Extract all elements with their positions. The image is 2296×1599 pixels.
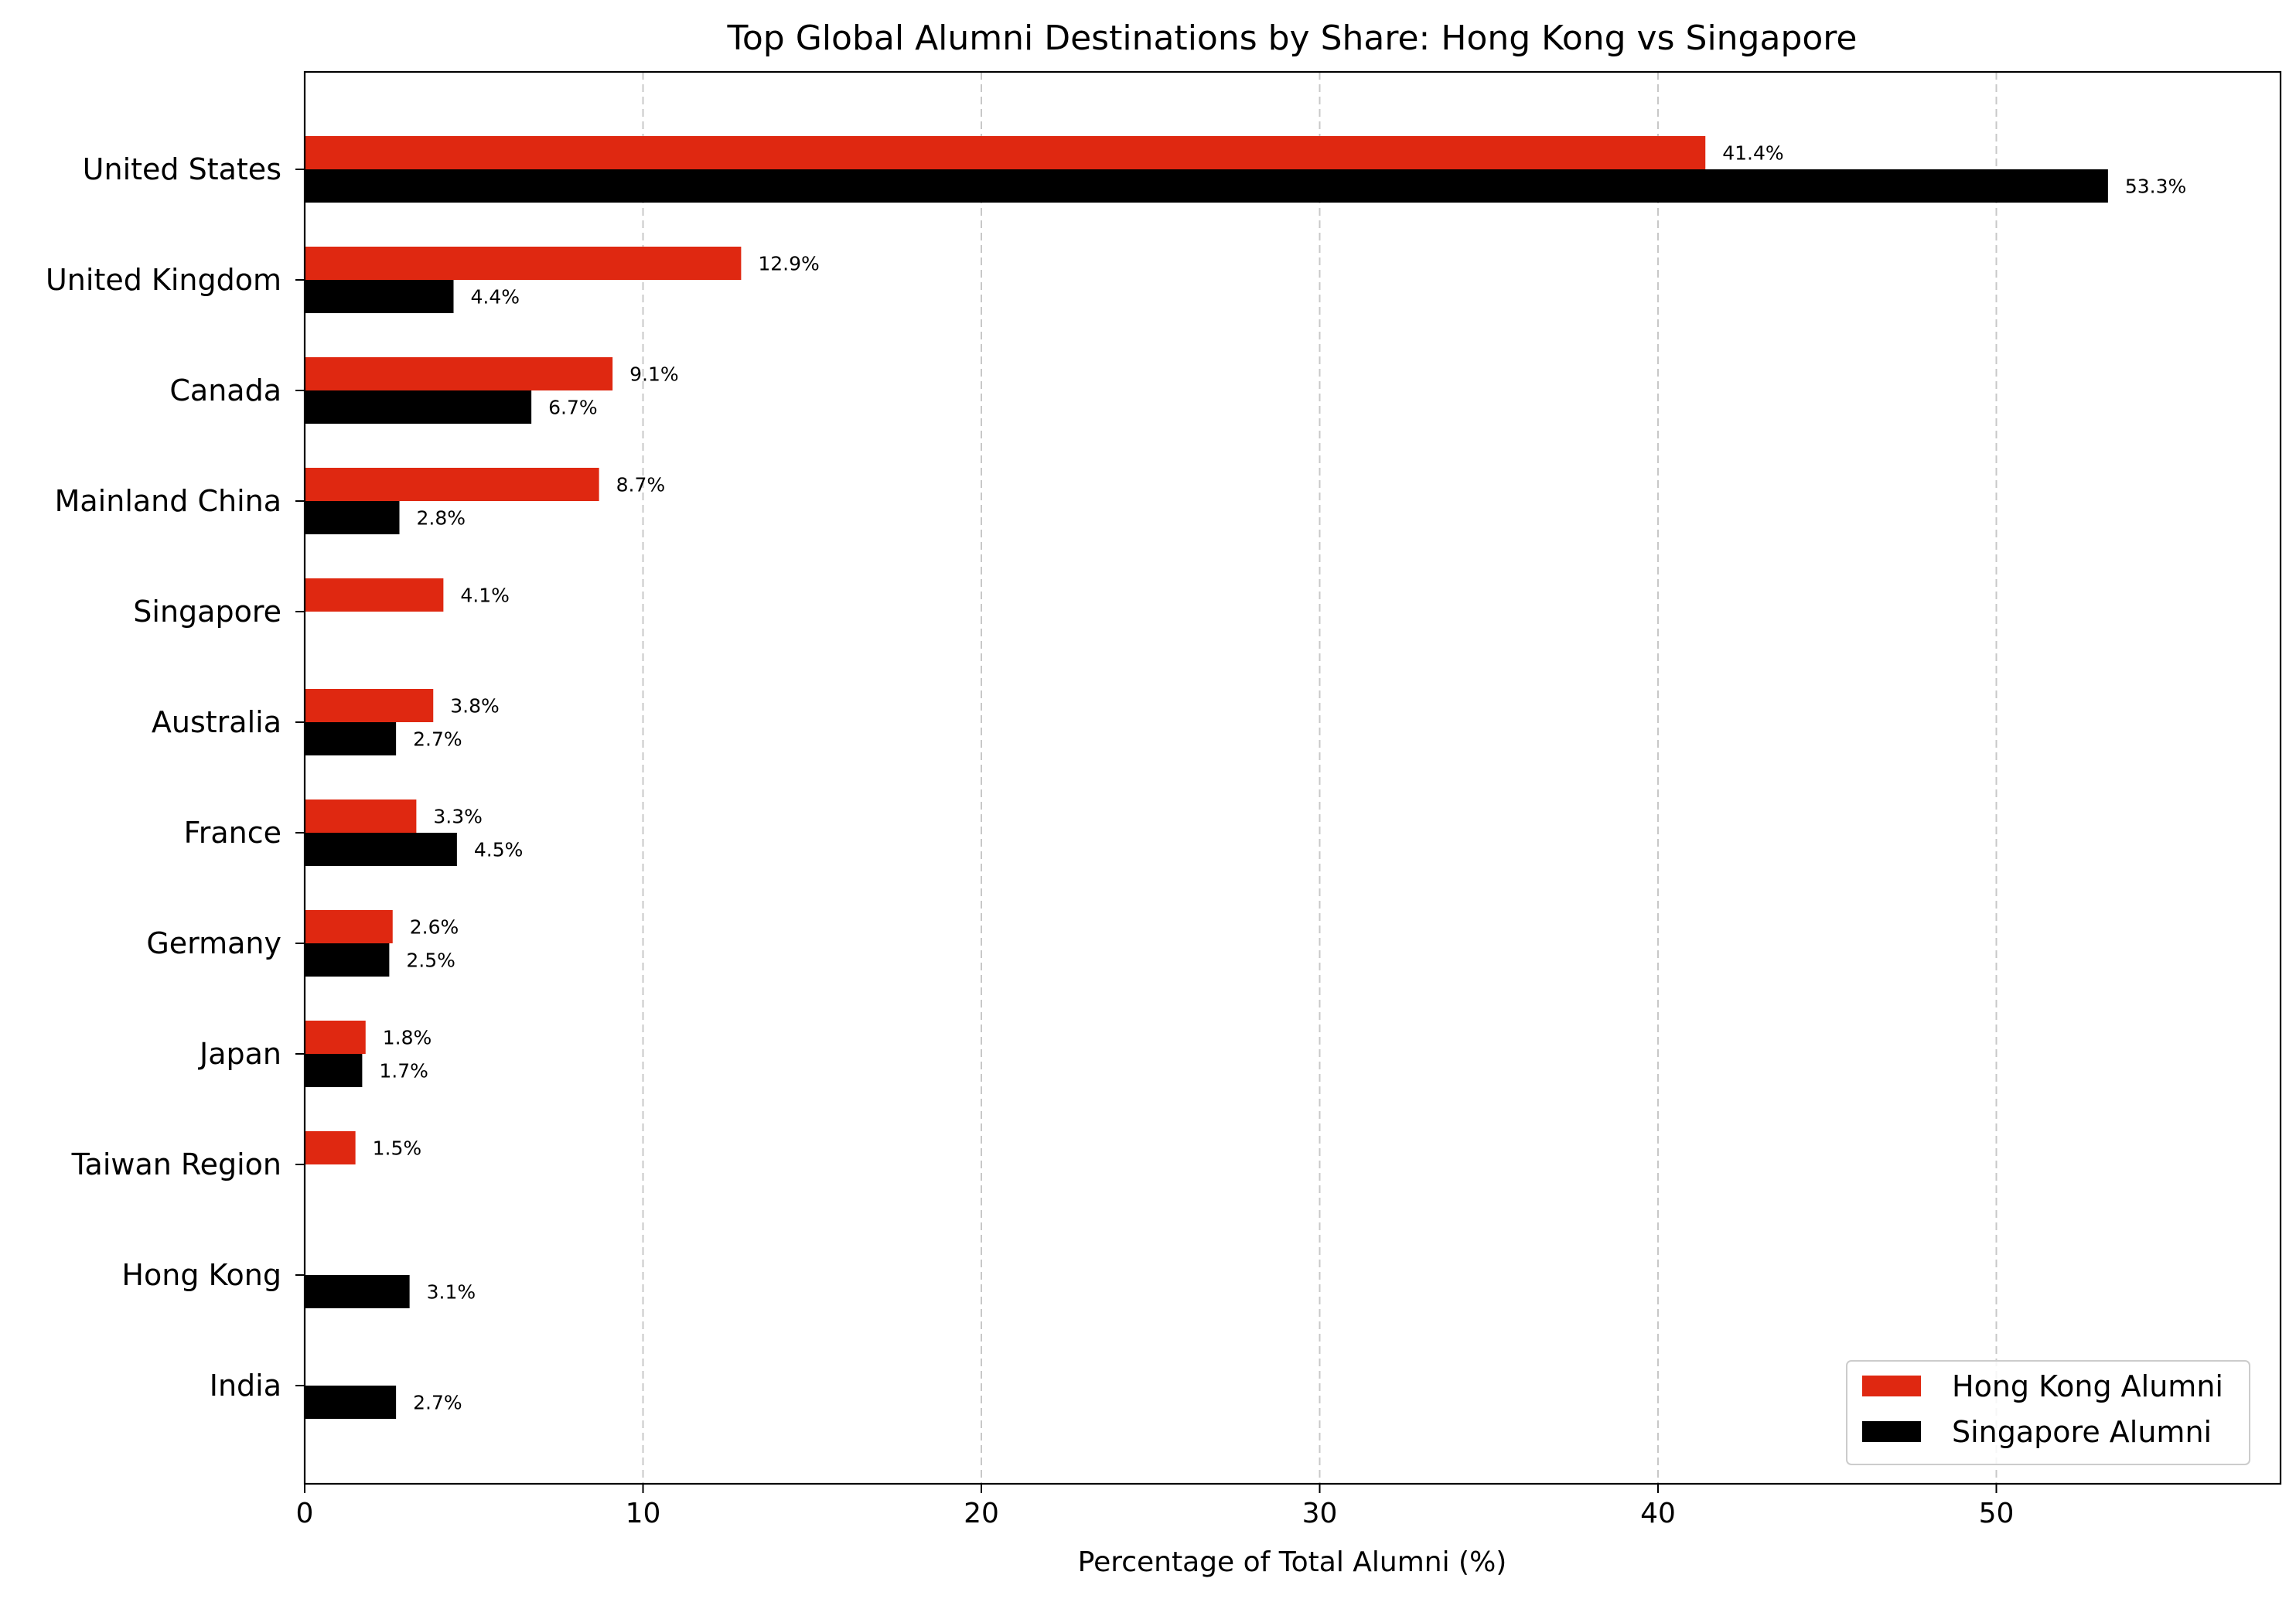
category-label-japan: Japan (198, 1037, 281, 1071)
data-label-singapore-alumni-canada: 6.7% (548, 397, 598, 419)
category-label-united-states: United States (83, 152, 281, 186)
bar-singapore-alumni-japan (305, 1054, 363, 1087)
x-tick-label: 20 (964, 1498, 999, 1529)
plot-frame (303, 70, 2282, 1485)
bar-singapore-alumni-france (305, 833, 457, 866)
category-label-france: France (184, 816, 281, 850)
x-tick-label: 50 (1979, 1498, 2015, 1529)
x-tick-label: 30 (1302, 1498, 1338, 1529)
data-label-singapore-alumni-india: 2.7% (413, 1392, 462, 1414)
bar-hong-kong-alumni-singapore (305, 578, 444, 612)
data-label-hong-kong-alumni-united-states: 41.4% (1722, 142, 1783, 165)
bar-hong-kong-alumni-australia (305, 689, 434, 722)
bar-singapore-alumni-germany (305, 943, 390, 977)
data-labels: 41.4% 12.9% 9.1% 8.7% 4.1% 3.8% 3.3% 2.6% 1.8% 1.… (373, 142, 2187, 1414)
bar-singapore-alumni-hong-kong (305, 1275, 410, 1308)
bar-hong-kong-alumni-japan (305, 1021, 366, 1054)
bar-singapore-alumni-canada (305, 390, 532, 424)
category-label-germany: Germany (146, 926, 281, 960)
data-label-singapore-alumni-japan: 1.7% (379, 1060, 428, 1082)
bar-hong-kong-alumni-france (305, 800, 417, 833)
legend-swatch-singapore (1862, 1421, 1921, 1442)
data-label-singapore-alumni-united-states: 53.3% (2125, 176, 2186, 198)
data-label-singapore-alumni-hong-kong: 3.1% (427, 1281, 476, 1304)
category-label-mainland-china: Mainland China (55, 484, 281, 518)
category-label-australia: Australia (152, 705, 281, 739)
data-label-hong-kong-alumni-mainland-china: 8.7% (616, 474, 666, 496)
legend-label-singapore: Singapore Alumni (1952, 1415, 2212, 1449)
category-label-united-kingdom: United Kingdom (46, 263, 281, 297)
bar-singapore-alumni-united-states (305, 169, 2108, 203)
bar-hong-kong-alumni-canada (305, 357, 613, 390)
legend-swatch-hong-kong (1862, 1376, 1921, 1396)
x-tick-label: 40 (1640, 1498, 1676, 1529)
legend-frame (1846, 1360, 2250, 1465)
x-axis-ticks: 0 10 20 30 40 50 (296, 1484, 2015, 1529)
gridlines (642, 72, 1997, 1484)
data-label-hong-kong-alumni-singapore: 4.1% (460, 585, 510, 607)
bar-singapore-alumni-mainland-china (305, 501, 400, 534)
data-label-singapore-alumni-mainland-china: 2.8% (417, 507, 466, 530)
category-label-hong-kong: Hong Kong (121, 1258, 281, 1292)
bar-singapore-alumni-united-kingdom (305, 280, 454, 313)
legend: Hong Kong Alumni Singapore Alumni (1846, 1360, 2250, 1465)
data-label-singapore-alumni-australia: 2.7% (413, 728, 462, 751)
chart-title: Top Global Alumni Destinations by Share:… (726, 19, 1857, 58)
bar-hong-kong-alumni-germany (305, 910, 393, 943)
category-label-india: India (210, 1369, 281, 1403)
x-axis-label: Percentage of Total Alumni (%) (1078, 1546, 1507, 1578)
category-label-taiwan-region: Taiwan Region (71, 1147, 281, 1181)
data-label-singapore-alumni-germany: 2.5% (406, 950, 455, 972)
bar-singapore-alumni-india (305, 1386, 397, 1419)
category-label-singapore: Singapore (133, 595, 281, 629)
x-tick-label: 0 (296, 1498, 314, 1529)
data-label-hong-kong-alumni-united-kingdom: 12.9% (758, 253, 819, 275)
bar-singapore-alumni-australia (305, 722, 397, 755)
category-label-canada: Canada (169, 373, 281, 407)
bar-hong-kong-alumni-united-states (305, 136, 1706, 169)
data-label-hong-kong-alumni-taiwan-region: 1.5% (373, 1137, 422, 1160)
bars (305, 136, 2108, 1419)
data-label-singapore-alumni-france: 4.5% (474, 839, 524, 861)
data-label-singapore-alumni-united-kingdom: 4.4% (471, 286, 520, 309)
data-label-hong-kong-alumni-germany: 2.6% (410, 916, 459, 939)
x-tick-label: 10 (626, 1498, 661, 1529)
y-axis-ticks: United States United Kingdom Canada Mainlan… (46, 152, 305, 1403)
bar-hong-kong-alumni-mainland-china (305, 468, 599, 501)
data-label-hong-kong-alumni-japan: 1.8% (383, 1027, 432, 1049)
data-label-hong-kong-alumni-australia: 3.8% (450, 695, 500, 718)
bar-hong-kong-alumni-taiwan-region (305, 1131, 356, 1164)
data-label-hong-kong-alumni-canada: 9.1% (629, 363, 679, 386)
bar-hong-kong-alumni-united-kingdom (305, 247, 742, 280)
data-label-hong-kong-alumni-france: 3.3% (433, 806, 483, 828)
legend-label-hong-kong: Hong Kong Alumni (1952, 1369, 2223, 1403)
